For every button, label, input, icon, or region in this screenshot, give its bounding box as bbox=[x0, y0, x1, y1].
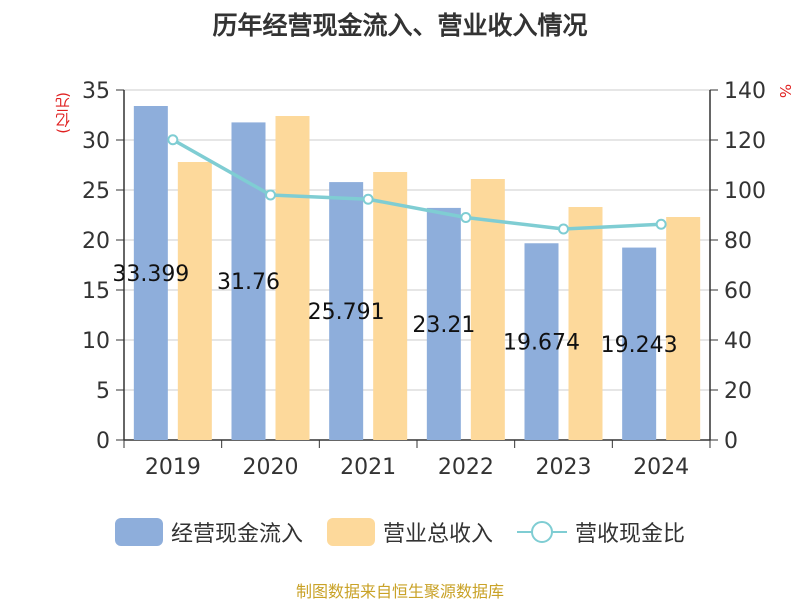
x-tick-label: 2021 bbox=[340, 455, 396, 480]
right-tick-label: 120 bbox=[724, 129, 766, 154]
right-tick-label: 80 bbox=[724, 229, 752, 254]
right-tick-label: 20 bbox=[724, 379, 752, 404]
left-tick-label: 0 bbox=[96, 429, 110, 454]
legend-label-ratio: 营收现金比 bbox=[575, 522, 686, 547]
left-tick-label: 15 bbox=[82, 279, 110, 304]
ratio-point-2021 bbox=[362, 193, 374, 205]
bar-cash-2019 bbox=[133, 106, 168, 440]
chart-title: 历年经营现金流入、营业收入情况 bbox=[212, 11, 588, 40]
data-label-cash: 33.399 bbox=[112, 262, 189, 287]
bar-revenue-2021 bbox=[373, 172, 408, 440]
data-label-cash: 31.76 bbox=[217, 270, 280, 295]
left-tick-label: 10 bbox=[82, 329, 110, 354]
bar-cash-2022 bbox=[426, 207, 461, 440]
ratio-point-2022 bbox=[460, 212, 472, 223]
legend: 经营现金流入 营业总收入 营收现金比 bbox=[0, 516, 800, 548]
ratio-point-2024 bbox=[655, 218, 667, 230]
x-tick-label: 2022 bbox=[438, 455, 494, 480]
legend-item-ratio[interactable]: 营收现金比 bbox=[517, 516, 685, 548]
right-tick-label: 0 bbox=[724, 429, 738, 454]
bar-cash-2023 bbox=[524, 243, 559, 440]
left-tick-label: 30 bbox=[82, 129, 110, 154]
x-tick-label: 2024 bbox=[633, 455, 689, 480]
x-tick-label: 2019 bbox=[145, 455, 201, 480]
right-tick-label: 40 bbox=[724, 329, 752, 354]
data-label-cash: 23.21 bbox=[412, 313, 475, 338]
bar-revenue-2024 bbox=[666, 217, 701, 440]
legend-label-cash: 经营现金流入 bbox=[170, 522, 303, 547]
left-tick-label: 35 bbox=[82, 79, 110, 104]
ratio-point-2020 bbox=[265, 189, 276, 201]
legend-item-cash[interactable]: 经营现金流入 bbox=[114, 516, 303, 548]
legend-swatch-revenue bbox=[326, 518, 375, 546]
x-tick-label: 2023 bbox=[536, 455, 592, 480]
data-label-cash: 19.674 bbox=[503, 331, 580, 356]
right-tick-label: 140 bbox=[724, 79, 766, 104]
legend-swatch-ratio bbox=[517, 518, 567, 546]
legend-item-revenue[interactable]: 营业总收入 bbox=[326, 516, 493, 548]
bar-cash-2021 bbox=[329, 182, 364, 440]
bar-revenue-2019 bbox=[177, 162, 212, 440]
bar-revenue-2020 bbox=[275, 116, 310, 440]
legend-swatch-cash bbox=[114, 518, 163, 546]
left-tick-label: 5 bbox=[96, 379, 110, 404]
right-tick-label: 60 bbox=[724, 279, 752, 304]
data-label-cash: 25.791 bbox=[308, 300, 385, 325]
bar-cash-2024 bbox=[622, 247, 657, 440]
bar-revenue-2023 bbox=[568, 207, 603, 440]
data-label-cash: 19.243 bbox=[601, 333, 678, 358]
source-note: 制图数据来自恒生聚源数据库 bbox=[295, 582, 504, 601]
x-tick-label: 2020 bbox=[243, 455, 299, 480]
ratio-point-2023 bbox=[558, 223, 569, 235]
left-tick-label: 20 bbox=[82, 229, 110, 254]
right-tick-label: 100 bbox=[724, 179, 766, 204]
ratio-point-2019 bbox=[167, 134, 179, 146]
legend-label-revenue: 营业总收入 bbox=[382, 522, 493, 547]
left-tick-label: 25 bbox=[82, 179, 110, 204]
ratio-line bbox=[171, 138, 662, 231]
